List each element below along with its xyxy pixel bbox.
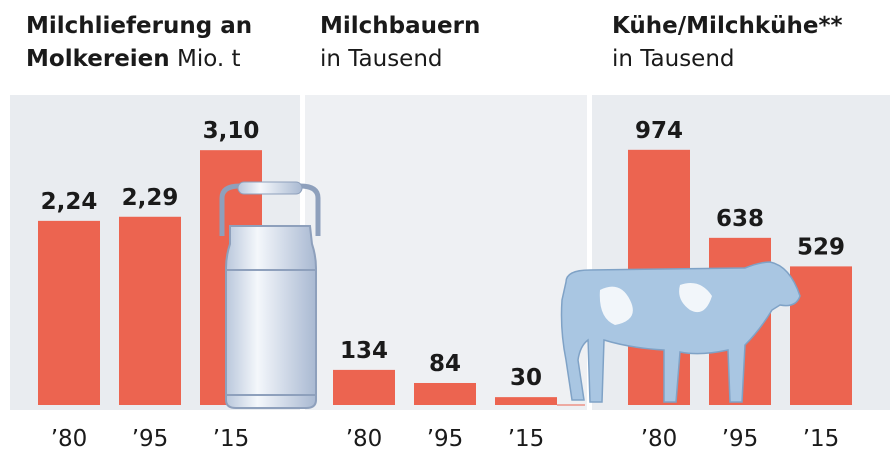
value-label: 3,10: [203, 118, 260, 144]
x-tick-label: ’95: [132, 426, 169, 452]
bar: [790, 266, 852, 405]
bar: [38, 221, 100, 405]
value-label: 84: [429, 351, 461, 377]
title: Milchbauern: [320, 13, 480, 39]
panel-title: Kühe/Milchkühe** in Tausend: [612, 10, 892, 76]
x-tick-label: ’80: [51, 426, 88, 452]
value-label: 134: [340, 338, 388, 364]
subtitle: in Tausend: [612, 46, 735, 72]
infographic: 2,24 ’80 2,29 ’95 3,10 ’15 134 ’80 84 ’95 30 ’15 974…: [0, 0, 893, 465]
x-tick-label: ’95: [427, 426, 464, 452]
x-tick-label: ’95: [722, 426, 759, 452]
bar: [119, 217, 181, 405]
value-label: 638: [716, 206, 764, 232]
value-label: 529: [797, 234, 845, 260]
value-label: 2,29: [122, 185, 179, 211]
panel-title: Milchbauern in Tausend: [320, 10, 580, 76]
x-tick-label: ’15: [213, 426, 250, 452]
panel-title: Milchlieferung an Molkereien Mio. t: [26, 10, 296, 76]
x-tick-label: ’80: [346, 426, 383, 452]
bar: [333, 370, 395, 405]
x-tick-label: ’80: [641, 426, 678, 452]
subtitle: in Tausend: [320, 46, 443, 72]
bar: [414, 383, 476, 405]
value-label: 974: [635, 118, 683, 144]
value-label: 30: [510, 365, 542, 391]
value-label: 2,24: [41, 189, 98, 215]
x-tick-label: ’15: [508, 426, 545, 452]
bar: [495, 397, 557, 405]
title: Kühe/Milchkühe**: [612, 13, 843, 39]
x-tick-label: ’15: [803, 426, 840, 452]
subtitle: Mio. t: [177, 46, 241, 72]
